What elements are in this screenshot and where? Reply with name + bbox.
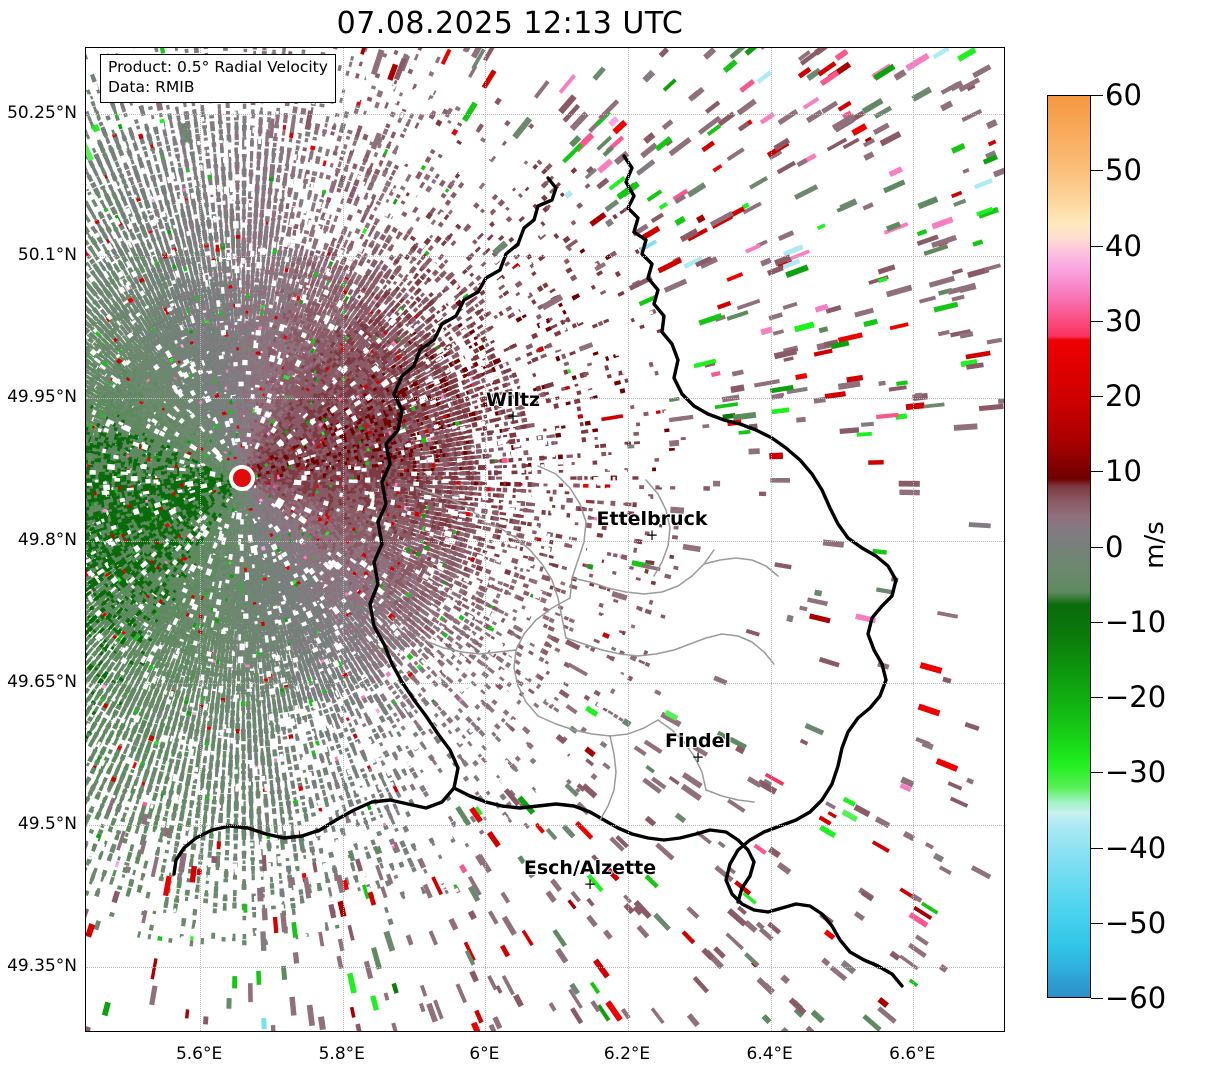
radar-echo-cell — [239, 448, 245, 452]
radar-echo-cell — [236, 458, 241, 462]
radar-echo-cell — [254, 497, 261, 505]
map-panel[interactable]: Wiltz + Ettelbruck + Findel + Esch/Alzette + Pr… — [85, 47, 1005, 1032]
radar-echo-cell — [263, 462, 269, 467]
page-title: 07.08.2025 12:13 UTC — [0, 6, 1020, 41]
radar-echo-cell — [239, 457, 244, 462]
